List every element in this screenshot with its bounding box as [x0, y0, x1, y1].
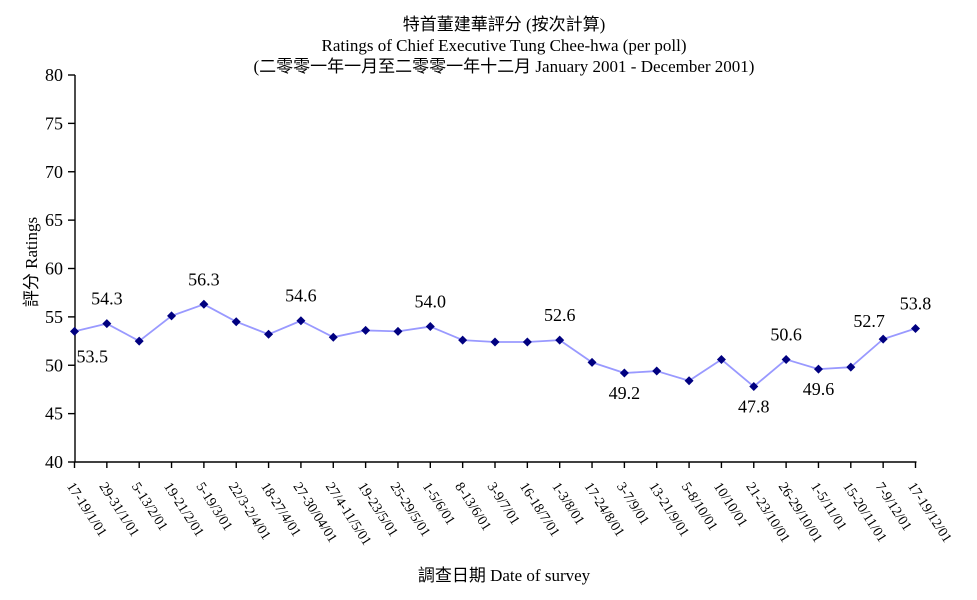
data-point-label: 54.6	[285, 286, 317, 306]
data-point-marker	[134, 336, 144, 346]
data-point-label: 47.8	[738, 397, 770, 417]
data-point-marker	[70, 326, 79, 336]
data-point-marker	[555, 335, 565, 345]
data-point-marker	[522, 337, 532, 347]
y-tick-label: 50	[45, 355, 63, 375]
data-point-label: 49.6	[803, 379, 835, 399]
data-point-label: 53.5	[77, 346, 109, 366]
chart-title-chinese: 特首董建華評分 (按次計算)	[402, 15, 606, 34]
data-point-marker	[587, 357, 597, 367]
data-point-marker	[199, 299, 209, 309]
data-point-marker	[749, 382, 759, 392]
y-tick-label: 40	[45, 452, 63, 472]
data-point-marker	[781, 354, 791, 364]
data-point-label: 53.8	[900, 293, 932, 313]
chart-title-block: 特首董建華評分 (按次計算) Ratings of Chief Executiv…	[31, 14, 977, 77]
data-point-label: 54.3	[91, 289, 123, 309]
category-label: 17-19/12/01	[904, 480, 954, 546]
data-point-label: 52.7	[853, 311, 885, 331]
data-point-marker	[425, 322, 435, 332]
data-point-marker	[619, 368, 629, 378]
data-point-marker	[361, 325, 371, 335]
data-point-marker	[490, 337, 500, 347]
data-point-marker	[264, 329, 274, 339]
data-point-marker	[393, 326, 403, 336]
data-point-marker	[684, 376, 694, 386]
data-point-marker	[652, 366, 662, 376]
data-point-marker	[231, 317, 241, 327]
data-point-marker	[878, 334, 888, 344]
y-tick-label: 45	[45, 404, 63, 424]
chart-subtitle-period: (二零零一年一月至二零零一年十二月 January 2001 - Decembe…	[253, 57, 755, 76]
data-point-marker	[102, 319, 112, 329]
data-point-marker	[813, 364, 823, 374]
y-tick-label: 55	[45, 307, 63, 327]
y-tick-label: 80	[45, 65, 63, 85]
y-tick-label: 70	[45, 162, 63, 182]
data-point-marker	[846, 362, 856, 372]
data-point-label: 54.0	[415, 292, 447, 312]
y-tick-label: 65	[45, 210, 63, 230]
y-tick-label: 75	[45, 113, 63, 133]
y-tick-label: 60	[45, 259, 63, 279]
data-point-marker	[296, 316, 306, 326]
data-point-label: 52.6	[544, 305, 576, 325]
x-axis-title: 調查日期 Date of survey	[417, 566, 591, 585]
data-point-marker	[167, 311, 177, 321]
data-point-label: 50.6	[770, 324, 802, 344]
data-point-marker	[716, 354, 726, 364]
data-point-label: 49.2	[609, 383, 641, 403]
data-point-marker	[911, 323, 920, 333]
data-point-marker	[458, 335, 468, 345]
data-point-label: 56.3	[188, 269, 220, 289]
chart-title-english: Ratings of Chief Executive Tung Chee-hwa…	[321, 36, 687, 55]
data-point-marker	[328, 332, 338, 342]
